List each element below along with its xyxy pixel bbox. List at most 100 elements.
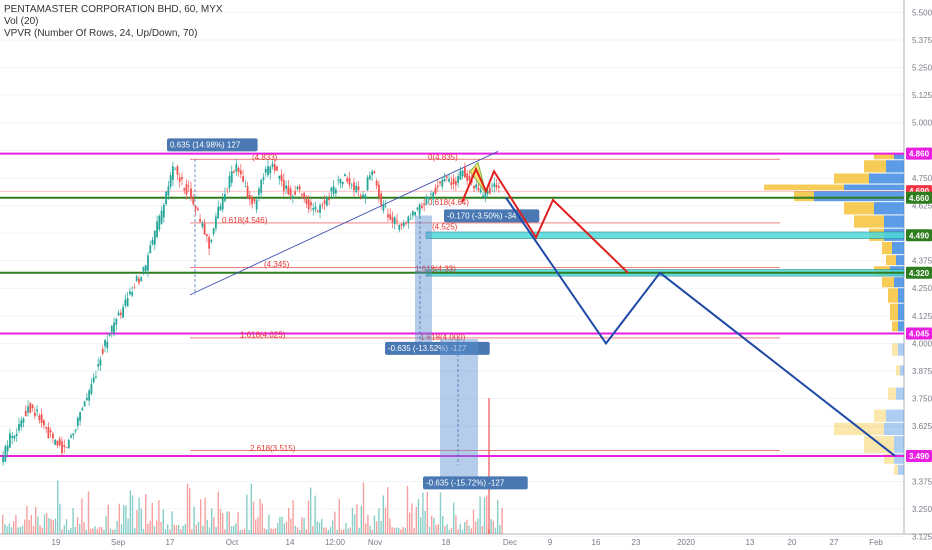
price-tag-label: 4.320 bbox=[909, 269, 930, 278]
candle-body bbox=[20, 420, 23, 428]
volume-bar bbox=[131, 495, 134, 534]
candle-body bbox=[452, 178, 455, 184]
vp-bar-up bbox=[814, 191, 904, 202]
candle-body bbox=[312, 208, 315, 210]
candle-body bbox=[65, 447, 68, 449]
candle-body bbox=[334, 189, 337, 194]
time-tick: Nov bbox=[368, 538, 382, 547]
volume-bar bbox=[497, 499, 499, 534]
candle-body bbox=[147, 255, 149, 271]
candle-body bbox=[239, 170, 242, 175]
volume-bar bbox=[380, 520, 382, 534]
candle-body bbox=[2, 456, 5, 463]
candle-body bbox=[434, 187, 437, 194]
volume-bar bbox=[149, 520, 151, 534]
volume-bar bbox=[217, 491, 219, 534]
candle-body bbox=[289, 188, 292, 197]
volume-bar bbox=[138, 497, 140, 534]
price-tag bbox=[906, 449, 932, 462]
candle-body bbox=[436, 185, 439, 188]
volume-bar bbox=[488, 398, 490, 534]
measure-label: 0.635 (14.98%) 127 bbox=[170, 140, 241, 149]
candle-body bbox=[491, 185, 493, 187]
candle-body bbox=[364, 194, 367, 199]
candle-body bbox=[95, 376, 97, 378]
volume-bar bbox=[101, 527, 103, 534]
volume-bar bbox=[76, 516, 79, 534]
volume-bar bbox=[336, 529, 338, 534]
volume-bar bbox=[206, 519, 208, 534]
vp-bar-down bbox=[896, 365, 900, 376]
volume-bar bbox=[173, 524, 175, 534]
volume-bar bbox=[2, 514, 4, 534]
volume-bar bbox=[107, 504, 109, 534]
candle-body bbox=[244, 185, 247, 187]
candle-body bbox=[439, 181, 441, 184]
candle-body bbox=[362, 194, 364, 198]
candle-body bbox=[445, 176, 448, 178]
volume-bar bbox=[318, 522, 321, 534]
measure-label: -0.635 (-13.52%) -127 bbox=[388, 344, 467, 353]
volume-bar bbox=[74, 526, 76, 534]
candle-body bbox=[260, 179, 263, 193]
volume-bar bbox=[50, 519, 52, 534]
volume-bar bbox=[270, 528, 272, 534]
volume-bar bbox=[316, 521, 318, 534]
volume-bar bbox=[197, 521, 200, 534]
volume-bar bbox=[481, 526, 483, 534]
candle-body bbox=[169, 175, 172, 187]
candle-body bbox=[153, 230, 156, 245]
volume-bar bbox=[85, 529, 87, 534]
candle-body bbox=[454, 181, 457, 185]
volume-bar bbox=[13, 521, 15, 534]
volume-bar bbox=[118, 503, 120, 534]
price-tick: 5.250 bbox=[912, 64, 932, 73]
candle-body bbox=[493, 183, 496, 187]
volume-bar bbox=[228, 511, 230, 534]
time-tick: Feb bbox=[869, 538, 883, 547]
candle-body bbox=[124, 299, 127, 306]
volume-bar bbox=[169, 529, 171, 534]
candle-body bbox=[18, 424, 20, 431]
candle-body bbox=[178, 177, 181, 182]
candle-body bbox=[305, 199, 308, 204]
candle-body bbox=[54, 439, 57, 445]
volume-bar bbox=[468, 525, 470, 534]
volume-bar bbox=[356, 504, 358, 534]
volume-bar bbox=[400, 529, 402, 534]
candle-body bbox=[194, 205, 197, 209]
candle-body bbox=[176, 166, 179, 175]
candle-body bbox=[27, 406, 29, 413]
vp-bar-down bbox=[892, 343, 898, 356]
volume-bar bbox=[156, 520, 158, 534]
candle-body bbox=[205, 234, 208, 237]
volume-bar bbox=[72, 508, 74, 534]
candle-body bbox=[160, 210, 163, 224]
volume-bar bbox=[17, 527, 19, 534]
volume-bar bbox=[417, 499, 420, 534]
candle-body bbox=[15, 433, 18, 437]
vp-bar-up bbox=[898, 343, 904, 356]
volume-bar bbox=[373, 515, 376, 534]
measure-label-bg bbox=[167, 138, 258, 152]
price-tag-label: 4.045 bbox=[909, 329, 930, 338]
volume-bar bbox=[114, 529, 116, 534]
vp-bar-down bbox=[890, 303, 898, 321]
volume-bar bbox=[162, 509, 164, 534]
candle-body bbox=[262, 177, 265, 180]
volume-bar bbox=[360, 505, 362, 534]
volume-bar bbox=[134, 528, 136, 534]
volume-bar bbox=[87, 491, 90, 534]
volume-bar bbox=[266, 529, 268, 534]
volume-bar bbox=[145, 494, 147, 534]
candle-body bbox=[310, 202, 312, 206]
time-tick: 23 bbox=[632, 538, 641, 547]
candle-body bbox=[92, 377, 95, 383]
time-tick: 18 bbox=[442, 538, 451, 547]
price-tag bbox=[906, 327, 932, 340]
volume-bar bbox=[153, 526, 156, 534]
candle-body bbox=[497, 186, 500, 188]
volume-bar bbox=[54, 518, 57, 534]
volume-bar bbox=[450, 527, 453, 534]
